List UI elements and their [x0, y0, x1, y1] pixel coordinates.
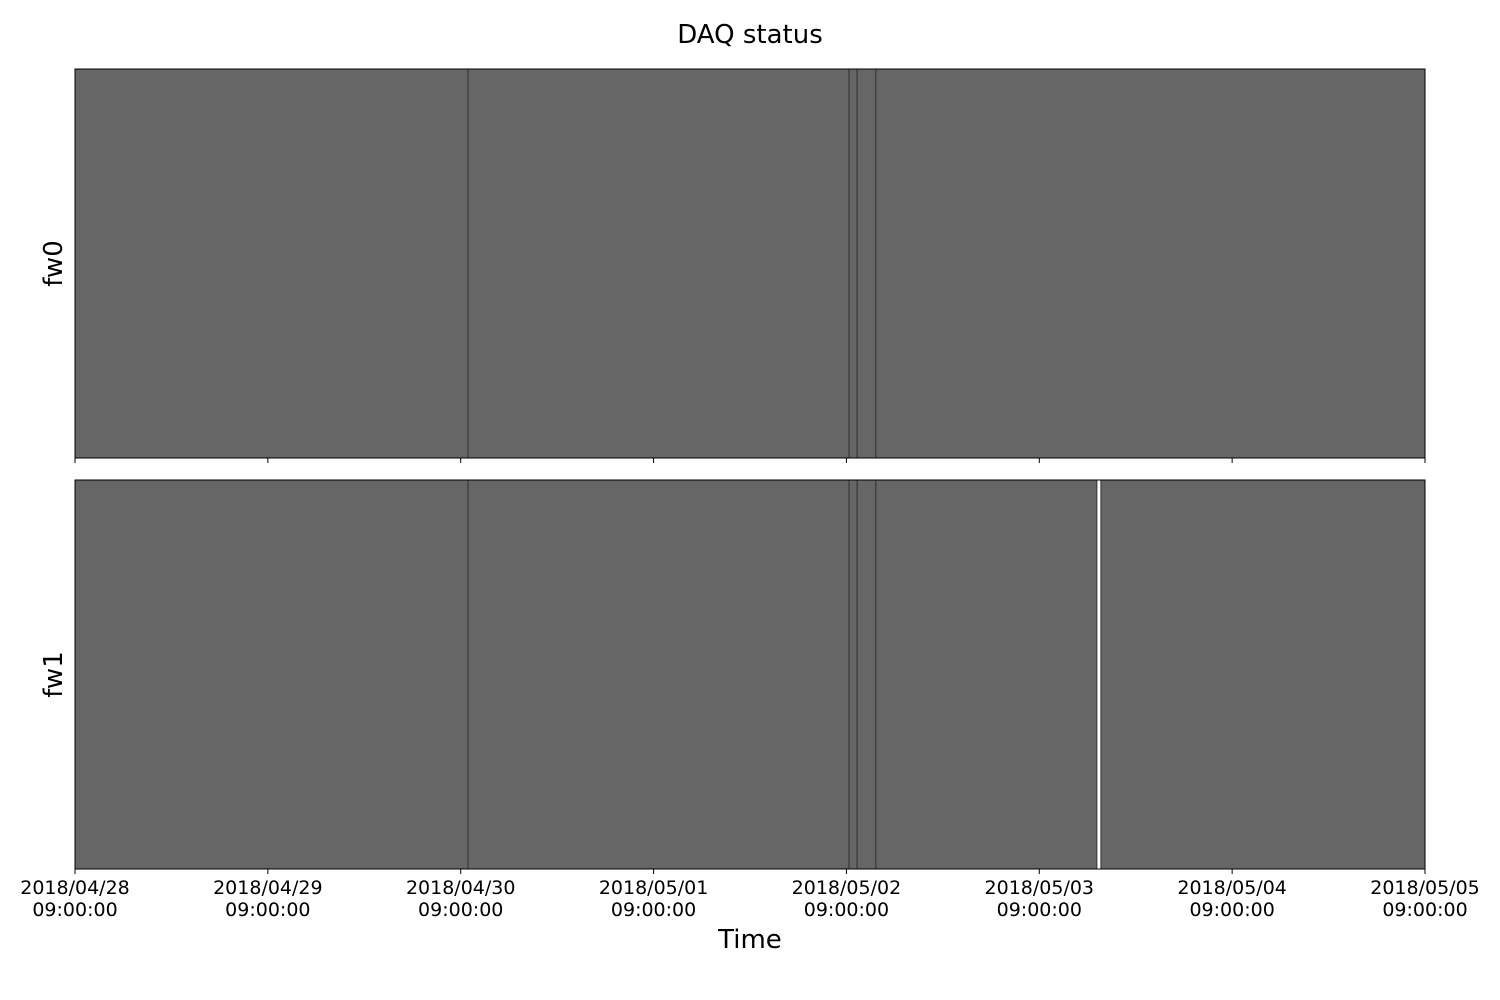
x-tick-label-time-3: 09:00:00 — [611, 899, 696, 921]
x-tick-label-date-2: 2018/04/30 — [406, 877, 516, 899]
status-segment-fw1-5 — [1100, 479, 1426, 870]
chart-title: DAQ status — [677, 20, 823, 50]
status-segment-fw0-3 — [856, 68, 877, 459]
status-segment-fw1-4 — [875, 479, 1098, 870]
panel-fw0: fw0 — [39, 68, 1426, 463]
x-tick-label-date-7: 2018/05/05 — [1370, 877, 1480, 899]
status-segment-fw0-2 — [848, 68, 858, 459]
status-segment-fw1-2 — [848, 479, 858, 870]
x-axis-label: Time — [717, 925, 782, 955]
status-segment-fw1-3 — [856, 479, 877, 870]
x-tick-label-date-0: 2018/04/28 — [20, 877, 130, 899]
status-segment-fw1-0 — [74, 479, 469, 870]
x-tick-label-time-1: 09:00:00 — [225, 899, 310, 921]
x-tick-label-time-6: 09:00:00 — [1189, 899, 1274, 921]
x-tick-label-time-5: 09:00:00 — [997, 899, 1082, 921]
status-segment-fw0-0 — [74, 68, 469, 459]
x-tick-label-time-4: 09:00:00 — [804, 899, 889, 921]
x-tick-label-time-0: 09:00:00 — [32, 899, 117, 921]
x-tick-label-time-2: 09:00:00 — [418, 899, 503, 921]
x-tick-label-date-6: 2018/05/04 — [1177, 877, 1287, 899]
status-segment-fw0-1 — [467, 68, 850, 459]
panel-fw1: fw1 — [39, 479, 1426, 874]
x-tick-label-date-1: 2018/04/29 — [213, 877, 323, 899]
x-tick-label-date-4: 2018/05/02 — [792, 877, 902, 899]
x-tick-label-date-5: 2018/05/03 — [985, 877, 1095, 899]
status-segment-fw1-1 — [467, 479, 850, 870]
panel-frame-fw1 — [74, 479, 1426, 870]
x-tick-labels: 2018/04/2809:00:002018/04/2909:00:002018… — [20, 877, 1480, 921]
y-axis-label-fw0: fw0 — [39, 240, 69, 287]
x-tick-label-time-7: 09:00:00 — [1382, 899, 1467, 921]
y-axis-label-fw1: fw1 — [39, 651, 69, 698]
panel-frame-fw0 — [74, 68, 1426, 459]
status-segment-fw0-4 — [875, 68, 1426, 459]
x-tick-label-date-3: 2018/05/01 — [599, 877, 709, 899]
